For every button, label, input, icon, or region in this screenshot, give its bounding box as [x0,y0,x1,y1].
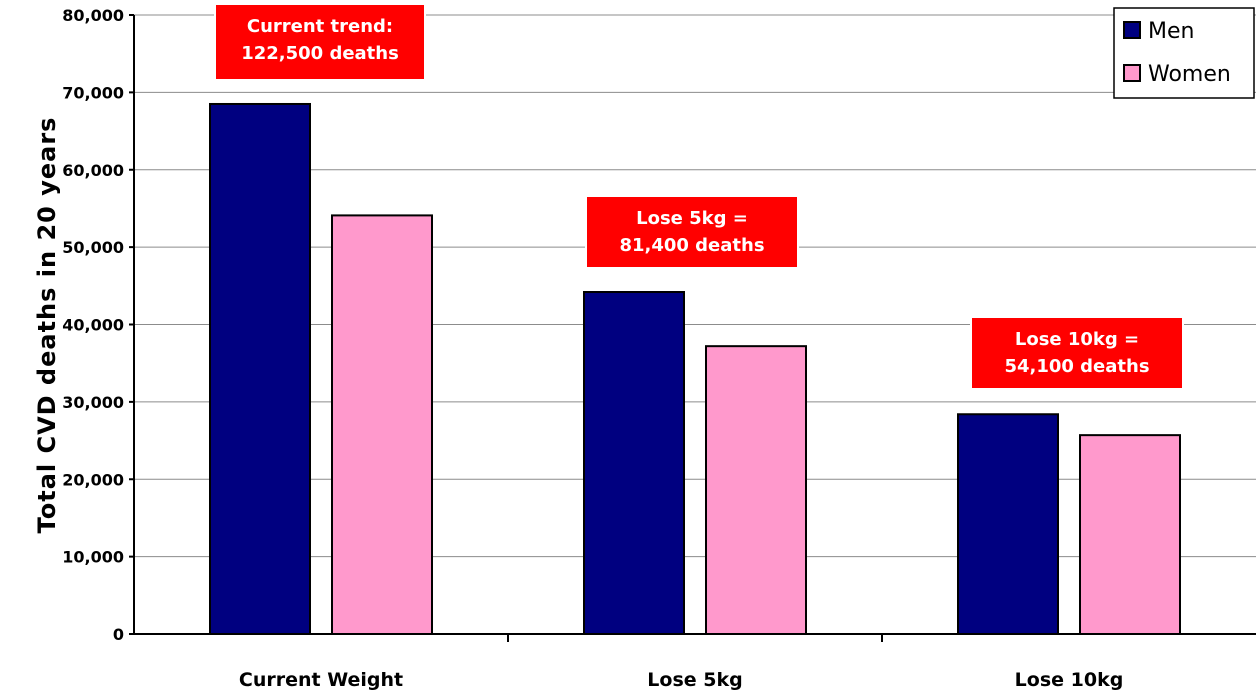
legend-label: Men [1148,19,1194,44]
bar-men-0 [209,102,311,635]
legend-swatch [1123,64,1141,82]
x-category-label: Lose 5kg [647,669,742,691]
bar-men-1 [583,291,685,635]
bar-women-1 [705,345,807,635]
legend-swatch [1123,21,1141,39]
bar-women-2 [1079,434,1181,635]
y-tick-label: 60,000 [62,161,124,180]
x-category-labels: Current Weight Lose 5kg Lose 10kg [239,669,1123,691]
y-tick-label: 50,000 [62,238,124,257]
bars [209,102,1181,635]
annotation-box [585,195,799,269]
annotations: Current trend: 122,500 deaths Lose 5kg = 81… [214,3,1184,390]
y-tick-label: 40,000 [62,316,124,335]
y-tick-label: 10,000 [62,548,124,567]
y-tick-label: 30,000 [62,393,124,412]
x-category-label: Current Weight [239,669,403,691]
y-tick-label: 70,000 [62,83,124,102]
y-tick-label: 80,000 [62,6,124,25]
annotation-text: 122,500 deaths [241,43,399,64]
annotation-box [214,3,426,81]
y-axis-label: Total CVD deaths in 20 years [33,117,61,534]
x-category-label: Lose 10kg [1015,669,1124,691]
annotation-text: Lose 10kg = [1015,329,1139,350]
legend: Men Women [1113,7,1255,99]
legend-label: Women [1148,62,1231,87]
annotation-text: Lose 5kg = [636,208,748,229]
bar-women-0 [331,214,433,635]
y-tick-labels: 0 10,000 20,000 30,000 40,000 50,000 60,000 70,… [62,6,124,644]
axes [129,14,1256,642]
y-tick-label: 0 [113,625,124,644]
bar-men-2 [957,413,1059,635]
y-tick-label: 20,000 [62,470,124,489]
annotation-text: 54,100 deaths [1004,356,1149,377]
annotation-box [970,316,1184,390]
annotation-text: 81,400 deaths [619,235,764,256]
annotation-text: Current trend: [247,16,393,37]
